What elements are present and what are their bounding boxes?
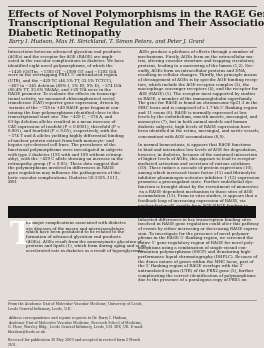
Text: Transcriptional Regulation and Their Association With: Transcriptional Regulation and Their Ass… xyxy=(8,19,264,29)
Text: he major complications associated with diabetes
are diseases of the macro and mi: he major complications associated with d… xyxy=(26,221,146,253)
Text: Diabetic Retinopathy: Diabetic Retinopathy xyxy=(8,29,121,38)
Text: From the Academic Unit of Molecular Vascular Medicine, University of Leeds,
Leed: From the Academic Unit of Molecular Vasc… xyxy=(8,302,143,348)
Text: Barry I. Hudson, Max H. Strickland, T. Simon Peters, and Peter J. Grant: Barry I. Hudson, Max H. Strickland, T. S… xyxy=(8,39,204,44)
Text: Interactions between advanced glycation end products
(AGEs) and the receptor for: Interactions between advanced glycation … xyxy=(8,50,124,184)
Text: AGEs produce a plethora of effects through a number of
mechanisms. Firstly, AGEs: AGEs produce a plethora of effects throu… xyxy=(138,50,260,282)
Text: T: T xyxy=(10,220,33,251)
Text: Effects of Novel Polymorphisms in the RAGE Gene on: Effects of Novel Polymorphisms in the RA… xyxy=(8,10,264,19)
Bar xyxy=(8,206,256,218)
